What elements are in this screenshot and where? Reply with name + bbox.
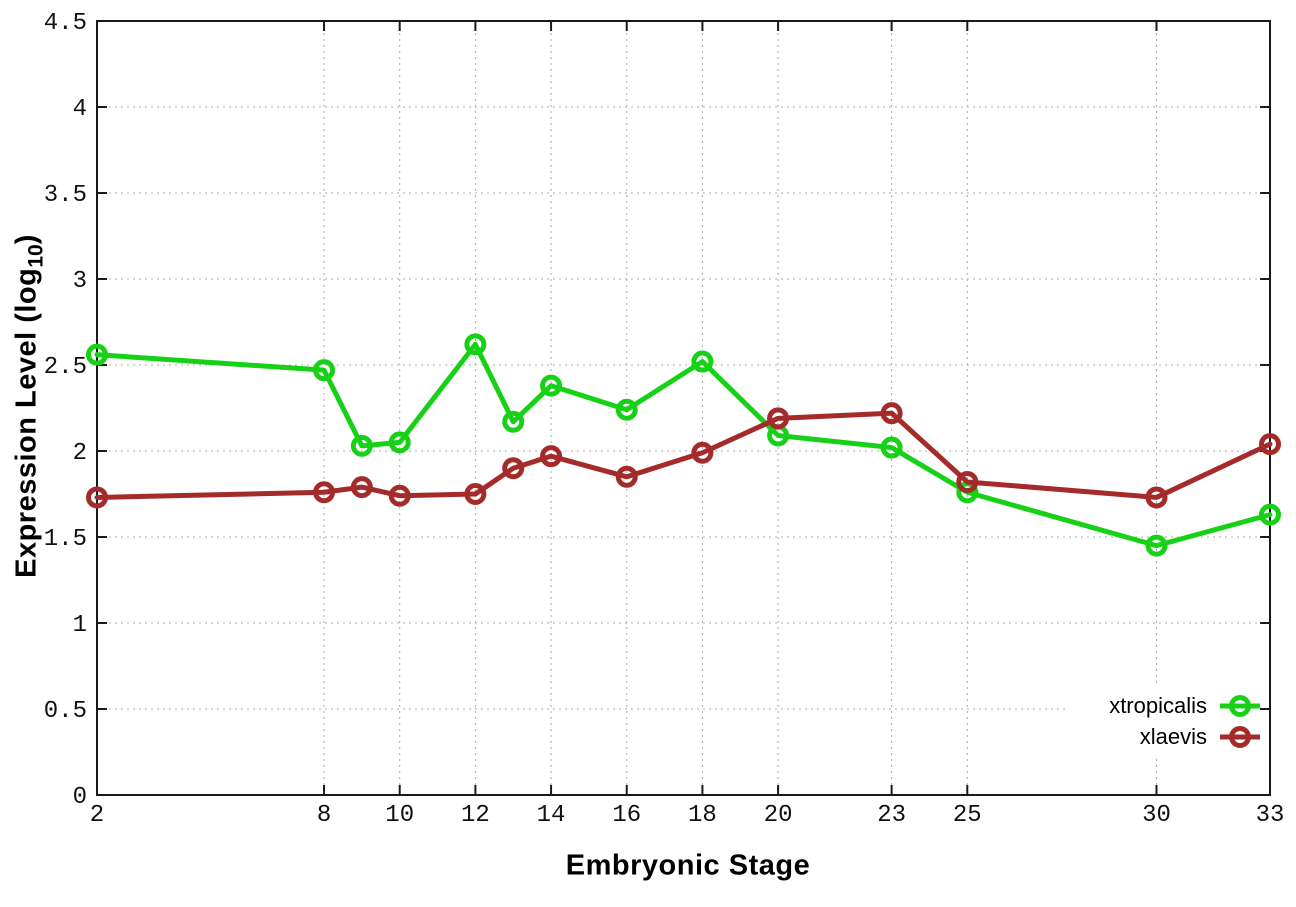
x-tick-label: 25 — [953, 802, 982, 829]
x-tick-label: 18 — [688, 802, 717, 829]
y-tick-labels: 0 0.5 1 1.5 2 2.5 3 3.5 4 4.5 — [44, 10, 87, 811]
data-point-xlaevis-stage-13 — [502, 457, 525, 480]
data-point-xtropicalis-stage-14 — [540, 374, 563, 397]
legend: xtropicalis xlaevis — [1067, 687, 1260, 755]
data-point-xtropicalis-stage-23 — [880, 436, 903, 459]
y-tick-label: 3 — [73, 268, 87, 295]
y-tick-label: 0 — [73, 784, 87, 811]
series-line-xtropicalis — [94, 341, 1273, 549]
x-tick-label: 8 — [317, 802, 331, 829]
legend-label: xlaevis — [1139, 723, 1207, 749]
data-point-xtropicalis-stage-16 — [615, 398, 638, 421]
data-point-xlaevis-stage-25 — [956, 470, 979, 493]
plot-border-rect — [96, 20, 1271, 796]
y-axis-title-subscript: 10 — [24, 244, 48, 268]
data-point-xlaevis-stage-33 — [1259, 433, 1281, 456]
data-point-xlaevis-stage-2 — [86, 486, 108, 509]
y-tick-label: 4 — [73, 96, 87, 123]
legend-marker-icon — [1220, 694, 1260, 717]
data-point-xtropicalis-stage-2 — [86, 343, 108, 366]
y-tick-label: 1.5 — [44, 526, 87, 553]
data-point-xtropicalis-stage-13 — [502, 410, 525, 433]
data-point-xlaevis-stage-8 — [313, 481, 336, 504]
data-point-xlaevis-stage-18 — [691, 441, 714, 464]
x-tick-labels: 2 8 10 12 14 16 18 20 23 25 30 33 — [90, 802, 1285, 829]
legend-label: xtropicalis — [1109, 692, 1207, 718]
x-tick-label: 30 — [1142, 802, 1171, 829]
series-line-xlaevis — [94, 410, 1273, 500]
x-tick-label: 16 — [612, 802, 641, 829]
x-tick-label: 20 — [764, 802, 793, 829]
y-axis-title-close: ) — [10, 234, 43, 245]
x-tick-label: 12 — [461, 802, 490, 829]
data-point-xlaevis-stage-20 — [767, 407, 790, 430]
y-axis-title-text: Expression Level (log — [10, 267, 43, 578]
data-point-xlaevis-stage-23 — [880, 402, 903, 425]
data-point-xtropicalis-stage-18 — [691, 350, 714, 373]
data-point-xtropicalis-stage-8 — [313, 359, 336, 382]
legend-marker-icon — [1220, 725, 1260, 748]
grid-lines — [97, 21, 1270, 795]
x-axis-title: Embryonic Stage — [565, 849, 811, 882]
data-point-xlaevis-stage-9 — [350, 476, 373, 499]
data-point-xtropicalis-stage-30 — [1145, 534, 1168, 557]
data-point-xlaevis-stage-30 — [1145, 486, 1168, 509]
y-tick-label: 4.5 — [44, 10, 87, 37]
data-point-xtropicalis-stage-10 — [388, 431, 411, 454]
axis-ticks — [96, 20, 1271, 796]
x-tick-label: 14 — [537, 802, 566, 829]
legend-item-xtropicalis: xtropicalis — [1109, 690, 1260, 721]
x-tick-label: 23 — [877, 802, 906, 829]
x-tick-label: 10 — [385, 802, 414, 829]
data-point-xlaevis-stage-14 — [540, 445, 563, 468]
y-axis-title: Expression Level (log10) — [10, 234, 48, 578]
y-tick-label: 3.5 — [44, 182, 87, 209]
data-series — [86, 333, 1281, 557]
data-point-xlaevis-stage-12 — [464, 483, 487, 505]
y-tick-label: 2 — [73, 440, 87, 467]
y-tick-label: 1 — [73, 612, 87, 639]
data-point-xtropicalis-stage-12 — [464, 333, 487, 356]
data-point-xtropicalis-stage-33 — [1259, 503, 1281, 526]
y-tick-label: 2.5 — [44, 354, 87, 381]
data-point-xtropicalis-stage-9 — [350, 434, 373, 457]
data-point-xlaevis-stage-10 — [388, 484, 411, 507]
plot-border — [96, 20, 1271, 796]
x-tick-label: 2 — [90, 802, 104, 829]
x-tick-label: 33 — [1256, 802, 1285, 829]
y-tick-label: 0.5 — [44, 698, 87, 725]
legend-item-xlaevis: xlaevis — [1140, 721, 1260, 752]
data-point-xlaevis-stage-16 — [615, 465, 638, 488]
